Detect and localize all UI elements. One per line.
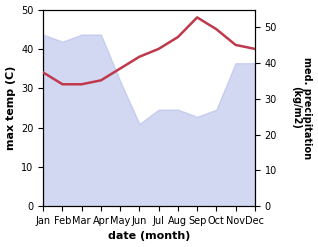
Y-axis label: max temp (C): max temp (C) <box>5 66 16 150</box>
Y-axis label: med. precipitation
(kg/m2): med. precipitation (kg/m2) <box>291 57 313 159</box>
X-axis label: date (month): date (month) <box>108 231 190 242</box>
